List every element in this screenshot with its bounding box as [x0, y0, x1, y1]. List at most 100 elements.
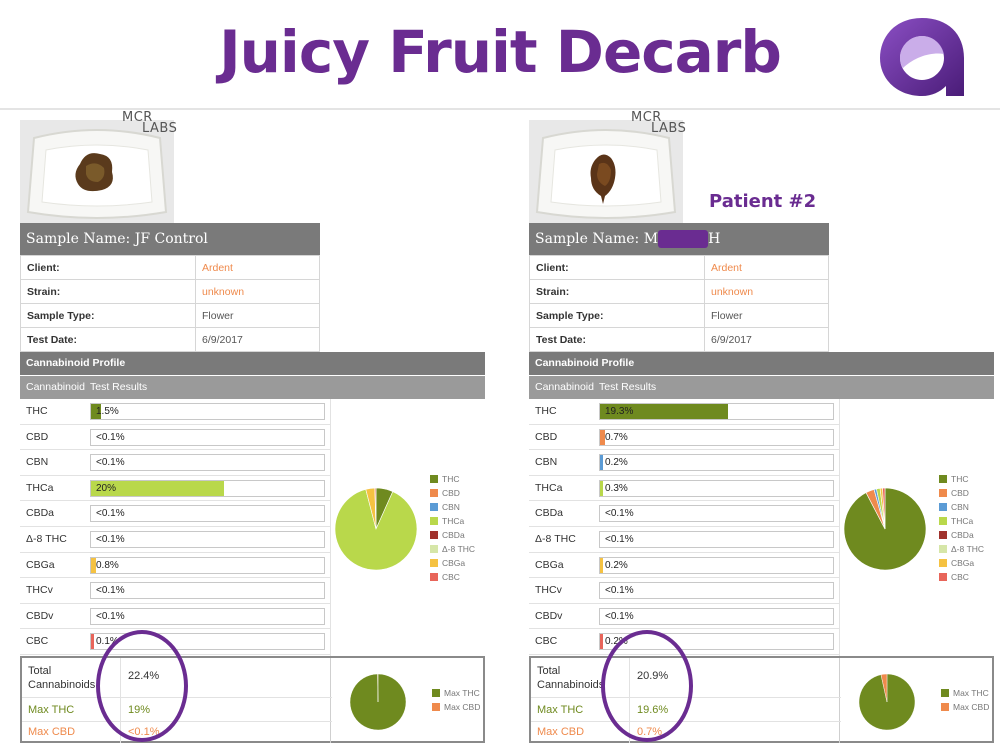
result-bar: <0.1% — [90, 530, 325, 548]
totals-divider — [839, 658, 840, 743]
totals-legend: Max THC Max CBD — [941, 686, 989, 714]
result-value: <0.1% — [96, 610, 125, 622]
result-bar: 0.8% — [90, 556, 325, 574]
legend-swatch — [430, 531, 438, 539]
legend-item: Max CBD — [432, 700, 480, 714]
legend-swatch — [939, 573, 947, 581]
col-results: Test Results — [599, 381, 657, 393]
legend-label: THC — [442, 474, 460, 484]
sample-name-prefix: Sample Name: — [26, 231, 135, 247]
legend-label: CBDa — [951, 530, 974, 540]
legend-label: CBN — [951, 502, 969, 512]
legend-swatch — [430, 559, 438, 567]
max-cbd-row: Max CBD 0.7% — [531, 722, 841, 743]
table-row: Sample Type: Flower — [529, 303, 829, 328]
legend-item: THCa — [939, 514, 984, 528]
result-value: 20% — [96, 482, 117, 494]
sample-info-table: Client: Ardent Strain: unknown Sample Ty… — [529, 255, 829, 352]
result-bar: 0.2% — [599, 556, 834, 574]
legend-item: CBD — [939, 486, 984, 500]
result-value: <0.1% — [96, 508, 125, 520]
legend-label: CBDa — [442, 530, 465, 540]
legend-label: Max THC — [444, 688, 480, 698]
col-cannabinoid: Cannabinoid — [26, 381, 85, 393]
lab-logo: MCR LABS — [122, 110, 177, 135]
sample-dish-image — [20, 120, 174, 224]
totals-divider — [330, 658, 331, 743]
cannabinoid-name: CBDv — [535, 609, 563, 622]
result-value: <0.1% — [96, 457, 125, 469]
cannabinoid-name: THCa — [535, 481, 563, 494]
sample-photo — [20, 120, 174, 224]
lab-logo-line1: MCR — [631, 110, 662, 125]
legend-label: Max CBD — [953, 702, 990, 712]
info-key: Strain: — [20, 279, 196, 304]
legend-label: CBD — [442, 488, 460, 498]
legend-label: CBGa — [951, 558, 975, 568]
result-value: 0.2% — [605, 457, 628, 469]
legend-item: CBN — [430, 500, 475, 514]
cannabinoid-row: CBD 0.7% — [529, 425, 839, 451]
pie-legend: THC CBD CBN THCa CBDa Δ-8 THC CBGa CBC — [939, 472, 984, 584]
cannabinoid-name: CBC — [535, 635, 558, 648]
result-bar: <0.1% — [599, 530, 834, 548]
legend-item: Max THC — [941, 686, 989, 700]
result-bar-fill — [91, 404, 101, 419]
info-key: Sample Type: — [529, 303, 705, 328]
result-bar: <0.1% — [599, 582, 834, 600]
cannabinoid-pie-chart — [335, 488, 417, 570]
result-bar: <0.1% — [599, 505, 834, 523]
result-value: 0.1% — [96, 636, 119, 648]
info-value: unknown — [195, 279, 320, 304]
cannabinoid-row: THC 1.5% — [20, 399, 330, 425]
max-cbd-label: Max CBD — [28, 726, 76, 738]
cannabinoid-row: CBDa <0.1% — [20, 501, 330, 527]
sample-photo — [529, 120, 683, 224]
result-bar: <0.1% — [599, 607, 834, 625]
col-results: Test Results — [90, 381, 148, 393]
result-bar-fill — [91, 480, 225, 496]
highlight-circle — [96, 630, 188, 742]
cannabinoid-pie-chart — [844, 488, 926, 570]
cannabinoid-row: THC 19.3% — [529, 399, 839, 425]
result-bar: <0.1% — [90, 505, 325, 523]
legend-swatch — [430, 573, 438, 581]
cannabinoid-name: CBGa — [26, 558, 55, 571]
result-bar: <0.1% — [90, 428, 325, 446]
total-label: Total Cannabinoids — [537, 665, 605, 691]
cannabinoid-name: CBN — [535, 456, 558, 469]
totals-box: Total Cannabinoids 22.4% Max THC 19% Max… — [20, 656, 485, 743]
legend-swatch — [430, 475, 438, 483]
max-thc-label: Max THC — [28, 704, 75, 716]
cannabinoid-name: THCv — [26, 584, 53, 597]
result-bar-fill — [91, 557, 97, 573]
legend-swatch — [939, 517, 947, 525]
cannabinoid-name: CBD — [535, 430, 558, 443]
legend-item: THC — [939, 472, 984, 486]
cannabinoid-row: THCa 0.3% — [529, 476, 839, 502]
legend-item: Δ-8 THC — [430, 542, 475, 556]
pie-slice-max-cbd — [880, 674, 888, 703]
result-value: 19.3% — [605, 406, 634, 417]
sample-name-header: Sample Name: JF Control — [20, 223, 320, 255]
legend-swatch — [939, 545, 947, 553]
legend-label: THC — [951, 474, 969, 484]
cannabinoid-profile-header: Cannabinoid Profile — [20, 352, 485, 375]
cannabinoid-row: CBN 0.2% — [529, 450, 839, 476]
legend-swatch — [430, 545, 438, 553]
cannabinoid-row: CBDv <0.1% — [529, 604, 839, 630]
cannabinoid-rows: THC 19.3% CBD 0.7% CBN 0.2% THCa 0.3% CBDa <0.1% Δ… — [529, 399, 839, 655]
legend-item: CBDa — [939, 528, 984, 542]
cannabinoid-name: CBDa — [26, 507, 55, 520]
info-key: Client: — [529, 255, 705, 280]
cannabinoid-name: CBC — [26, 635, 49, 648]
lab-logo-line1: MCR — [122, 110, 153, 125]
sample-name-suffix: H — [708, 231, 721, 247]
result-bar: 1.5% — [90, 403, 325, 420]
cannabinoid-row: CBD <0.1% — [20, 425, 330, 451]
result-value: <0.1% — [605, 533, 634, 545]
info-key: Client: — [20, 255, 196, 280]
legend-item: CBC — [430, 570, 475, 584]
cannabinoid-name: CBD — [26, 430, 49, 443]
legend-swatch — [939, 503, 947, 511]
